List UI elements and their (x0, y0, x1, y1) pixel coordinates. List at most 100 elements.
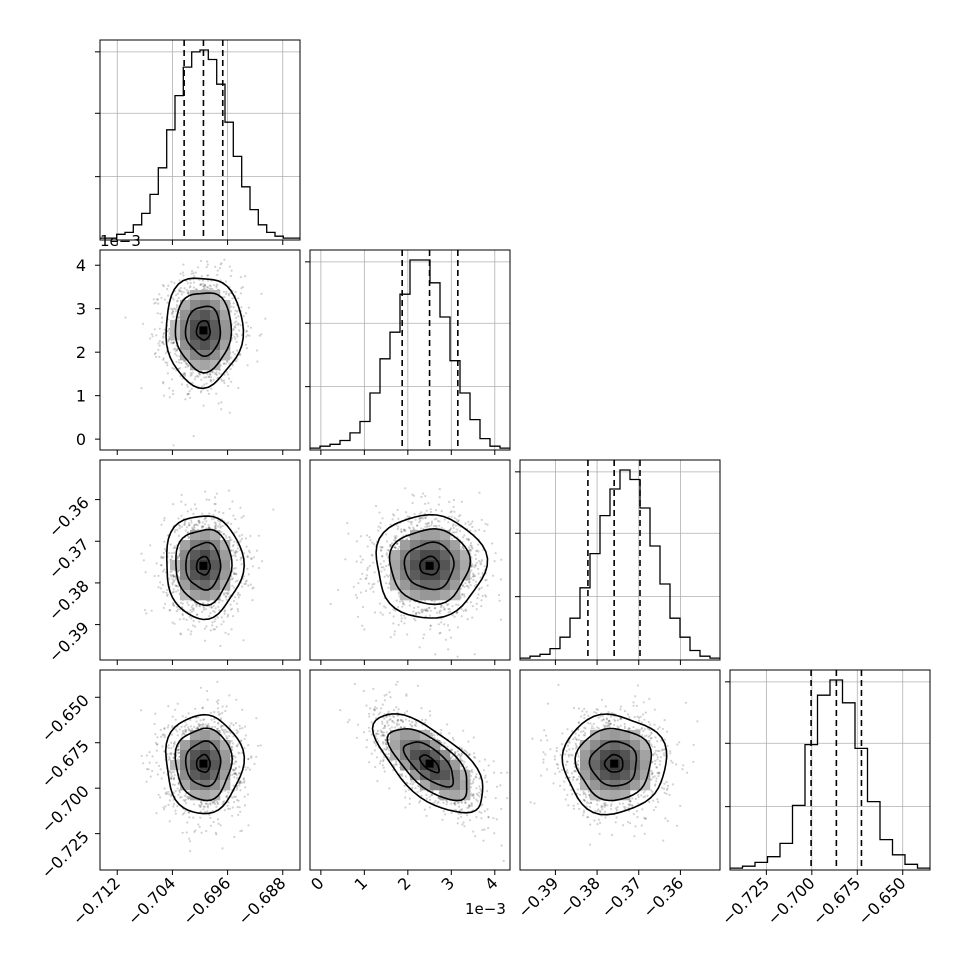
density-block (190, 590, 201, 601)
sample-point (216, 269, 219, 272)
sample-point (153, 722, 156, 726)
sample-point (172, 575, 175, 578)
sample-point (426, 525, 429, 528)
sample-point (224, 534, 227, 537)
sample-point (188, 816, 191, 819)
sample-point (223, 732, 226, 735)
sample-point (418, 646, 421, 649)
sample-point (233, 835, 236, 839)
sample-point (230, 356, 233, 359)
sample-point (384, 606, 387, 609)
sample-point (220, 378, 223, 381)
sample-point (410, 523, 413, 526)
histogram-2 (520, 469, 720, 659)
sample-point (170, 312, 173, 315)
density-block (460, 560, 471, 571)
sample-point (172, 791, 176, 794)
sample-point (478, 560, 481, 563)
sample-point (243, 582, 246, 586)
sample-point (217, 402, 220, 405)
sample-point (454, 524, 457, 527)
sample-point (477, 543, 480, 546)
sample-point (365, 534, 369, 537)
sample-point (184, 362, 188, 365)
sample-point (424, 516, 427, 519)
sample-point (237, 751, 240, 754)
sample-point (429, 510, 433, 513)
sample-point (460, 548, 463, 551)
sample-point (166, 364, 169, 367)
sample-point (474, 557, 478, 561)
density-block (390, 550, 401, 561)
density-block (430, 590, 441, 601)
sample-point (242, 639, 245, 642)
sample-point (172, 392, 175, 396)
contour-line (174, 292, 233, 374)
sample-point (449, 511, 452, 514)
sample-point (417, 605, 420, 609)
sample-point (232, 543, 235, 547)
sample-point (176, 758, 179, 761)
sample-point (162, 570, 165, 573)
sample-point (150, 609, 153, 612)
density-block (180, 350, 191, 361)
sample-point (405, 511, 408, 514)
sample-point (176, 570, 179, 573)
sample-point (202, 282, 205, 285)
density-block (220, 330, 231, 341)
sample-point (174, 789, 177, 793)
sample-point (472, 575, 475, 578)
sample-point (142, 559, 145, 562)
sample-point (194, 523, 197, 526)
sample-point (195, 287, 198, 291)
sample-point (388, 582, 391, 585)
density-block (430, 570, 441, 581)
sample-point (202, 285, 205, 288)
sample-point (461, 584, 464, 587)
sample-point (451, 524, 455, 527)
density-block (190, 550, 201, 561)
sample-point (461, 593, 464, 596)
sample-point (393, 546, 396, 549)
sample-point (220, 401, 223, 404)
sample-point (464, 522, 467, 525)
sample-point (215, 371, 218, 374)
density-block (180, 310, 191, 321)
sample-point (480, 518, 483, 522)
sample-point (418, 518, 421, 521)
sample-point (191, 371, 194, 374)
sample-point (471, 616, 474, 619)
sample-point (197, 519, 200, 522)
sample-point (438, 520, 441, 523)
sample-point (422, 517, 425, 520)
sample-point (463, 595, 466, 598)
sample-point (467, 539, 470, 542)
sample-point (365, 574, 368, 577)
sample-point (183, 521, 187, 524)
sample-point (233, 554, 236, 557)
sample-point (246, 766, 249, 769)
sample-point (448, 629, 451, 632)
sample-point (371, 541, 374, 544)
sample-point (429, 628, 432, 631)
sample-point (456, 528, 459, 531)
sample-point (190, 373, 193, 376)
sample-point (176, 528, 179, 532)
density-block (190, 300, 201, 311)
sample-point (235, 744, 239, 747)
sample-point (172, 745, 175, 748)
sample-point (166, 361, 169, 364)
sample-point (258, 334, 261, 337)
sample-point (156, 298, 159, 301)
sample-point (420, 527, 423, 530)
sample-point (195, 603, 198, 606)
sample-point (207, 803, 210, 806)
density-block (180, 300, 191, 311)
sample-point (228, 362, 231, 365)
density-block (450, 540, 461, 551)
sample-point (223, 258, 226, 261)
sample-point (150, 333, 153, 336)
sample-point (499, 618, 502, 621)
sample-point (474, 529, 477, 533)
